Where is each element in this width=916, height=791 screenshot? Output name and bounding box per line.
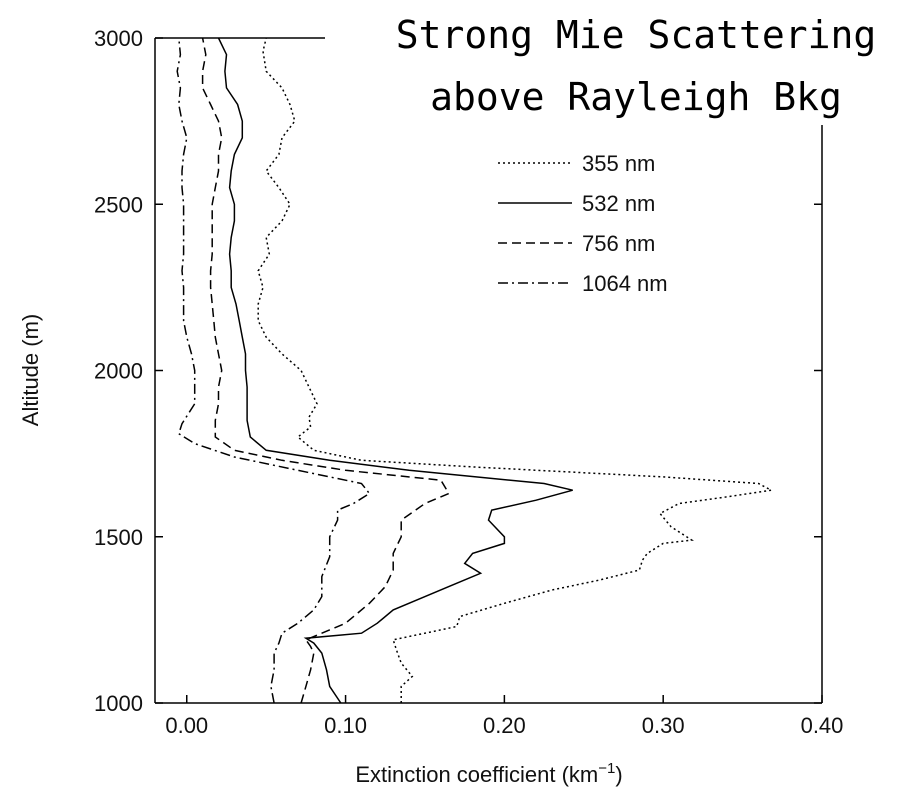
x-axis-title: Extinction coefficient (km−1) — [355, 760, 622, 787]
x-tick-label: 0.10 — [324, 713, 367, 738]
series-line-756-nm — [201, 37, 450, 704]
data-series — [176, 37, 774, 704]
banner-line-2: above Rayleigh Bkg — [430, 75, 842, 119]
series-line-355-nm — [257, 37, 774, 703]
y-axis-title: Altitude (m) — [18, 314, 43, 426]
legend-label: 355 nm — [582, 151, 655, 176]
legend-label: 756 nm — [582, 231, 655, 256]
banner-line-1: Strong Mie Scattering — [396, 13, 876, 57]
legend-label: 532 nm — [582, 191, 655, 216]
x-axis-title-sup: −1 — [598, 760, 615, 777]
y-tick-label: 1500 — [94, 525, 143, 550]
x-tick-label: 0.20 — [483, 713, 526, 738]
x-tick-label: 0.30 — [642, 713, 685, 738]
y-tick-label: 2000 — [94, 359, 143, 384]
legend-label: 1064 nm — [582, 271, 668, 296]
x-tick-label: 0.00 — [165, 713, 208, 738]
series-line-532-nm — [217, 37, 573, 704]
series-line-1064-nm — [176, 37, 371, 704]
y-tick-label: 2500 — [94, 192, 143, 217]
x-axis-title-close: ) — [615, 762, 622, 787]
x-tick-label: 0.40 — [801, 713, 844, 738]
tick-labels: 0.00 0.10 0.20 0.30 0.40 1000 1500 2000 2500 3000 — [94, 26, 843, 738]
tick-marks — [155, 37, 823, 704]
x-axis-title-main: Extinction coefficient (km — [355, 762, 598, 787]
y-tick-label: 1000 — [94, 691, 143, 716]
y-tick-label: 3000 — [94, 26, 143, 51]
legend: 355 nm 532 nm 756 nm 1064 nm — [498, 151, 668, 296]
